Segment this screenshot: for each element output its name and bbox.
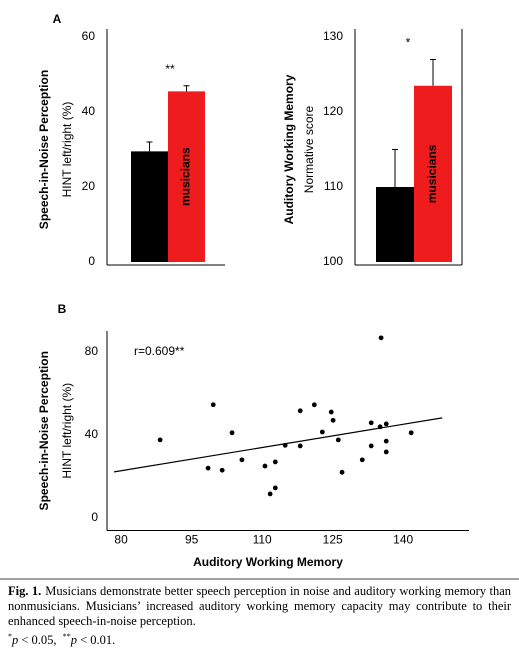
- footnote-text: < 0.05,: [21, 633, 57, 648]
- bar-label: musicians: [425, 144, 439, 203]
- y-tick-label: 110: [324, 179, 343, 193]
- point: [383, 449, 389, 455]
- figure: A Speech-in-Noise Perception HINT left/rig…: [0, 12, 519, 580]
- footnote-text: < 0.01.: [80, 633, 116, 648]
- y-axis-subtitle: HINT left/right (%): [60, 102, 74, 198]
- x-axis-title: Auditory Working Memory: [193, 555, 343, 569]
- footnote: *p < 0.05,: [8, 632, 57, 648]
- point: [335, 437, 341, 443]
- y-axis-title: Speech-in-Noise Perception: [37, 351, 51, 510]
- y-axis-subtitle: Normative score: [302, 105, 316, 193]
- point: [319, 429, 325, 435]
- significance: *: [406, 36, 411, 50]
- point: [377, 424, 383, 430]
- x-tick-label: 110: [253, 533, 272, 547]
- point: [383, 421, 389, 427]
- x-tick-label: 125: [323, 533, 343, 547]
- point: [229, 430, 235, 436]
- point: [262, 463, 268, 469]
- fit-line: [113, 417, 443, 473]
- caption-label: Fig. 1.: [8, 584, 42, 598]
- point: [368, 420, 374, 426]
- point: [330, 417, 336, 423]
- y-tick-label: 20: [82, 179, 96, 193]
- point: [408, 430, 414, 436]
- bar-label: non-musicians: [380, 195, 409, 254]
- significance: **: [165, 62, 175, 76]
- point: [311, 402, 317, 408]
- y-tick-label: 40: [85, 427, 99, 441]
- point: [378, 335, 384, 341]
- bar-label: non-musicians: [135, 177, 164, 236]
- footnote-variable: p: [70, 633, 77, 648]
- footnote-mark: *: [8, 632, 12, 641]
- y-axis-title: Auditory Working Memory: [282, 74, 296, 224]
- bar: [414, 85, 452, 262]
- y-axis-subtitle: HINT left/right (%): [60, 383, 74, 479]
- panel-label: B: [58, 302, 67, 316]
- x-tick-label: 95: [185, 533, 199, 547]
- point: [359, 457, 365, 463]
- y-tick-label: 100: [323, 254, 343, 268]
- y-tick-label: 60: [82, 29, 96, 43]
- panel-label: A: [53, 12, 62, 26]
- point: [272, 459, 278, 465]
- caption-text: Musicians demonstrate better speech perc…: [8, 584, 511, 628]
- y-tick-label: 0: [91, 510, 98, 524]
- point: [297, 408, 303, 414]
- footnote-variable: p: [12, 633, 19, 648]
- annotation: r=0.609**: [134, 344, 185, 358]
- point: [205, 465, 211, 471]
- point: [383, 438, 389, 444]
- point: [368, 443, 374, 449]
- footnote-mark: **: [62, 632, 71, 641]
- y-tick-label: 130: [323, 29, 343, 43]
- point: [282, 442, 288, 448]
- bar: [168, 91, 205, 262]
- caption: Fig. 1. Musicians demonstrate better spee…: [8, 584, 511, 648]
- point: [157, 437, 163, 443]
- y-axis-title: Speech-in-Noise Perception: [37, 70, 51, 229]
- x-tick-label: 80: [114, 533, 128, 547]
- y-tick-label: 80: [85, 344, 99, 358]
- point: [328, 409, 334, 415]
- footnote: **p < 0.01.: [62, 632, 116, 648]
- point: [339, 469, 345, 475]
- bar: [131, 151, 168, 262]
- point: [210, 402, 216, 408]
- x-tick-label: 140: [393, 533, 413, 547]
- bar: [376, 187, 414, 262]
- y-tick-label: 0: [88, 254, 95, 268]
- point: [272, 485, 278, 491]
- y-tick-label: 120: [323, 104, 343, 118]
- point: [219, 467, 225, 473]
- point: [297, 443, 303, 449]
- bar-label: musicians: [179, 147, 193, 206]
- point: [267, 491, 273, 497]
- y-tick-label: 40: [82, 104, 96, 118]
- point: [239, 457, 245, 463]
